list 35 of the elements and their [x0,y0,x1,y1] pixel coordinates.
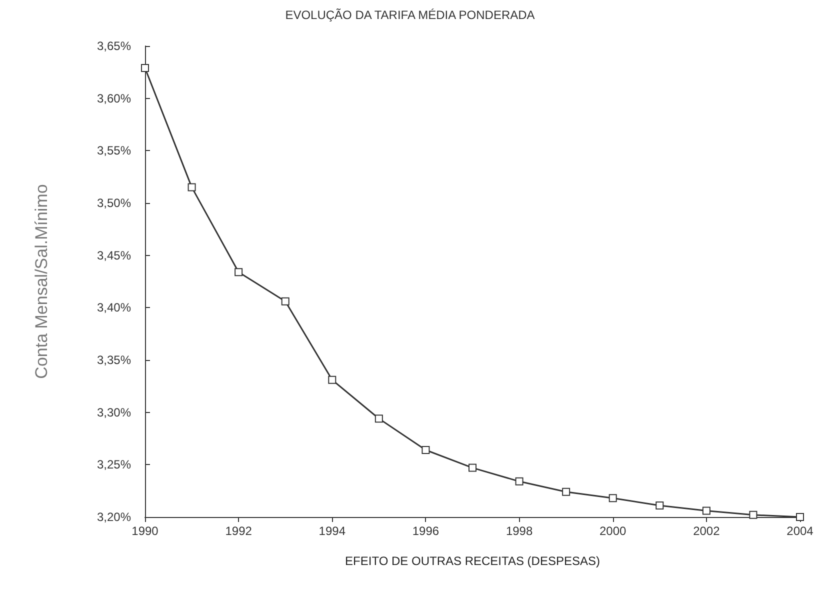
point [656,501,664,510]
y-tick-label: 3,40% [96,300,132,315]
point [188,183,196,192]
point [562,488,570,496]
point [234,268,243,276]
point [468,464,476,472]
point [608,494,617,502]
x-tick-label: 2000 [600,524,627,538]
point [281,297,290,306]
x-tick-label: 1992 [225,524,252,538]
point [749,510,758,519]
y-tick-label: 3,50% [96,196,132,210]
x-tick-label: 1990 [132,524,159,538]
point [141,64,149,72]
x-tick-label: 1994 [318,524,346,538]
chart-title: EVOLUÇÃO DA TARIFA MÉDIA PONDERADA [285,8,535,22]
point [515,477,524,486]
point [328,376,336,384]
y-tick-label: 3,20% [96,510,132,524]
y-tick-label: 3,45% [96,248,132,262]
point [422,446,430,454]
point [702,506,710,515]
y-tick-label: 3,25% [96,458,132,472]
x-tick-label: 1998 [506,524,533,538]
x-tick-label: 1996 [412,524,440,538]
x-axis-title: EFEITO DE OUTRAS RECEITAS (DESPESAS) [345,554,600,568]
y-tick-label: 3,30% [96,405,132,420]
y-tick-label: 3,35% [96,353,132,367]
y-tick-label: 3,55% [96,144,132,158]
y-tick-label: 3,60% [96,91,132,106]
x-tick-label: 2004 [786,524,814,538]
x-tick-label: 2002 [693,524,720,538]
y-tick-label: 3,65% [96,39,132,53]
y-axis-title: Conta Mensal/Sal.Mínimo [32,184,51,379]
point [374,414,383,423]
